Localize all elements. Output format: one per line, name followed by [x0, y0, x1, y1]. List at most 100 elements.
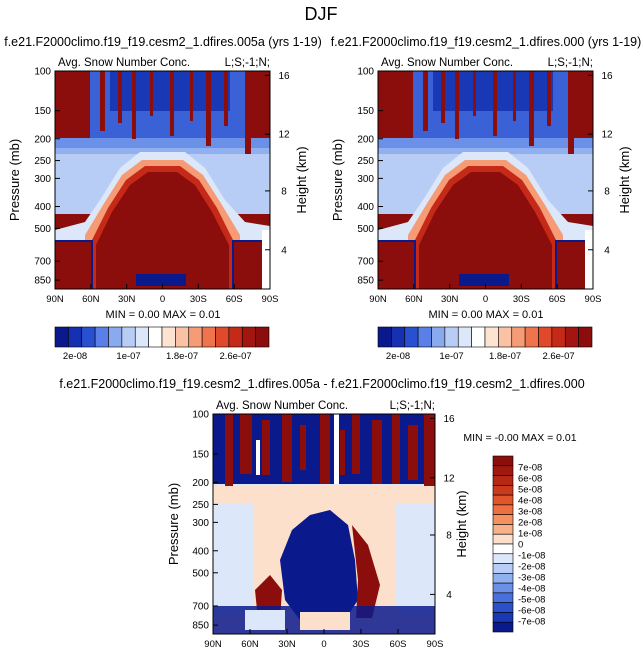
colorbar: 2e-08 1e-07 1.8e-07 2.6e-07: [54, 326, 270, 362]
colorbar-swatch: [492, 573, 514, 584]
y2-tick-label: 16: [278, 71, 290, 82]
panel-subtitle-left: Avg. Snow Number Conc.: [216, 400, 348, 412]
colorbar-swatch: [201, 326, 216, 348]
y-tick-label: 200: [357, 134, 374, 145]
panel-title: f.e21.F2000climo.f19_f19.cesm2_1.dfires.…: [4, 35, 322, 49]
panel-subtitle-right: L;S;-1;N;: [225, 57, 270, 69]
colorbar-label: 1e-07: [439, 351, 463, 362]
colorbar-swatch: [492, 582, 514, 594]
colorbar-label: 5e-08: [518, 485, 542, 496]
y2-axis-label: Height (km): [294, 146, 309, 213]
y-tick-label: 100: [357, 67, 374, 78]
colorbar-swatch: [68, 326, 83, 348]
x-tick-label: 90S: [585, 294, 602, 305]
colorbar-swatch: [564, 326, 579, 348]
x-tick-label: 60N: [405, 294, 423, 305]
colorbar-label: 0: [518, 540, 523, 551]
colorbar-swatch: [511, 326, 526, 348]
colorbar-swatch: [492, 514, 514, 525]
x-tick-label: 90N: [46, 294, 64, 305]
colorbar-swatch: [457, 326, 472, 348]
y-tick-label: 500: [357, 224, 374, 235]
y2-tick-label: 12: [278, 130, 290, 141]
x-tick-label: 90N: [369, 294, 387, 305]
colorbar-swatch: [175, 326, 190, 348]
x-tick-label: 90N: [204, 639, 222, 650]
colorbar-swatch: [492, 504, 514, 515]
colorbar-label: -6e-08: [518, 606, 545, 617]
colorbar-swatch: [492, 533, 514, 545]
panel-title: f.e21.F2000climo.f19_f19.cesm2_1.dfires.…: [331, 35, 642, 49]
x-tick-label: 60S: [390, 639, 407, 650]
colorbar-swatch: [134, 326, 149, 348]
panel-subtitle-left: Avg. Snow Number Conc.: [381, 57, 513, 69]
y-tick-label: 850: [34, 276, 51, 287]
x-tick-label: 0: [160, 294, 165, 305]
colorbar: 2e-08 1e-07 1.8e-07 2.6e-07: [377, 326, 593, 362]
x-tick-label: 30N: [441, 294, 459, 305]
heatmap-field: [378, 71, 593, 289]
stats-text: MIN = 0.00 MAX = 0.01: [429, 309, 544, 321]
y-tick-label: 700: [192, 601, 209, 612]
y-tick-label: 100: [192, 410, 209, 421]
colorbar-swatch: [492, 455, 514, 467]
colorbar-swatch: [161, 326, 176, 348]
y-tick-label: 200: [192, 478, 209, 489]
panel-subtitle-right: L;S;-1;N;: [390, 400, 435, 412]
x-tick-label: 90S: [262, 294, 279, 305]
colorbar-label: -7e-08: [518, 617, 545, 628]
y2-tick-label: 16: [443, 414, 455, 425]
colorbar: 7e-086e-085e-084e-083e-082e-081e-080-1e-…: [492, 455, 545, 633]
stats-text: MIN = 0.00 MAX = 0.01: [106, 309, 221, 321]
colorbar-swatch: [492, 621, 514, 633]
heatmap-field: [213, 414, 435, 634]
y-tick-label: 500: [192, 568, 209, 579]
colorbar-swatch: [148, 326, 163, 348]
colorbar-swatch: [108, 326, 123, 348]
y-tick-label: 300: [357, 174, 374, 185]
colorbar-swatch: [54, 326, 69, 348]
y-tick-label: 150: [192, 450, 209, 461]
y-tick-label: 250: [357, 156, 374, 167]
x-tick-label: 30S: [190, 294, 207, 305]
y-tick-label: 500: [34, 224, 51, 235]
panel-top-left: f.e21.F2000climo.f19_f19.cesm2_1.dfires.…: [4, 35, 322, 362]
colorbar-label: 2.6e-07: [219, 351, 251, 362]
x-tick-label: 30S: [353, 639, 370, 650]
page-title: DJF: [305, 4, 338, 24]
colorbar-swatch: [215, 326, 230, 348]
panel-difference: f.e21.F2000climo.f19_f19.cesm2_1.dfires.…: [59, 377, 584, 650]
y-tick-label: 700: [357, 257, 374, 268]
colorbar-swatch: [228, 326, 243, 348]
y-tick-label: 150: [34, 106, 51, 117]
colorbar-label: 1.8e-07: [166, 351, 198, 362]
colorbar-swatch: [94, 326, 109, 348]
colorbar-label: 2.6e-07: [542, 351, 574, 362]
x-tick-label: 60S: [226, 294, 243, 305]
colorbar-swatch: [188, 326, 203, 348]
y-tick-label: 250: [192, 500, 209, 511]
y2-tick-label: 12: [601, 130, 613, 141]
colorbar-swatch: [492, 612, 514, 623]
colorbar-label: 1e-08: [518, 529, 542, 540]
y-axis-label: Pressure (mb): [166, 483, 181, 565]
y2-tick-label: 4: [446, 590, 452, 601]
x-tick-label: 60N: [82, 294, 100, 305]
x-tick-label: 30N: [118, 294, 136, 305]
colorbar-swatch: [255, 326, 270, 348]
colorbar-label: -4e-08: [518, 584, 545, 595]
panel-title: f.e21.F2000climo.f19_f19.cesm2_1.dfires.…: [59, 377, 584, 391]
colorbar-label: 1.8e-07: [489, 351, 521, 362]
colorbar-swatch: [538, 326, 553, 348]
colorbar-label: -1e-08: [518, 551, 545, 562]
y2-tick-label: 4: [604, 245, 610, 256]
y-tick-label: 700: [34, 257, 51, 268]
y-tick-label: 100: [34, 67, 51, 78]
y-tick-label: 850: [192, 621, 209, 632]
colorbar-swatch: [492, 543, 514, 555]
colorbar-swatch: [492, 602, 514, 613]
heatmap-field: [55, 71, 270, 289]
colorbar-swatch: [391, 326, 406, 348]
colorbar-swatch: [492, 553, 514, 564]
